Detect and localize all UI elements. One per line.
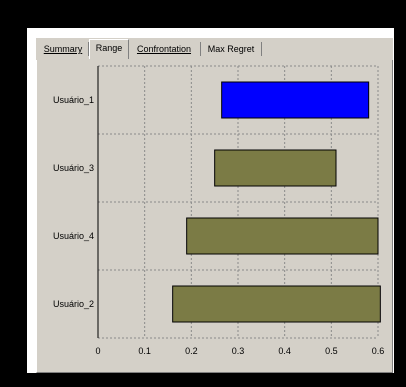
x-tick-label: 0	[95, 346, 100, 356]
tab-summary-label: Summary	[43, 44, 83, 54]
range-window: Summary Range Confrontation Max Regret U…	[27, 28, 394, 373]
range-bar-3	[186, 217, 379, 255]
category-label: Usuário_2	[53, 299, 94, 309]
range-panel: Usuário_1 Usuário_3 Usuário_4 Usuário_2 0 0.1…	[36, 60, 393, 373]
x-tick-label: 0.3	[232, 346, 245, 356]
range-bar-2	[214, 149, 337, 187]
tab-range[interactable]: Range	[89, 39, 129, 59]
x-tick-label: 0.2	[185, 346, 198, 356]
x-tick-label: 0.5	[325, 346, 338, 356]
category-label: Usuário_4	[53, 231, 94, 241]
tab-confrontation-label: Confrontation	[136, 44, 192, 54]
tab-summary[interactable]: Summary	[39, 41, 87, 57]
tab-divider	[200, 42, 201, 56]
range-chart: Usuário_1 Usuário_3 Usuário_4 Usuário_2 0 0.1…	[53, 65, 385, 356]
category-label: Usuário_3	[53, 163, 94, 173]
x-tick-label: 0.6	[372, 346, 385, 356]
tab-max-regret-label: Max Regret	[207, 44, 255, 54]
range-bar-4	[172, 285, 381, 323]
tab-strip: Summary Range Confrontation Max Regret	[36, 38, 393, 61]
range-bar-1	[221, 81, 370, 119]
tab-range-label: Range	[95, 43, 123, 53]
tab-divider	[261, 42, 262, 56]
x-tick-label: 0.4	[278, 346, 291, 356]
category-label: Usuário_1	[53, 95, 94, 105]
tab-divider	[88, 42, 89, 56]
tab-confrontation[interactable]: Confrontation	[129, 41, 199, 57]
x-tick-label: 0.1	[138, 346, 151, 356]
tab-max-regret[interactable]: Max Regret	[202, 41, 260, 57]
